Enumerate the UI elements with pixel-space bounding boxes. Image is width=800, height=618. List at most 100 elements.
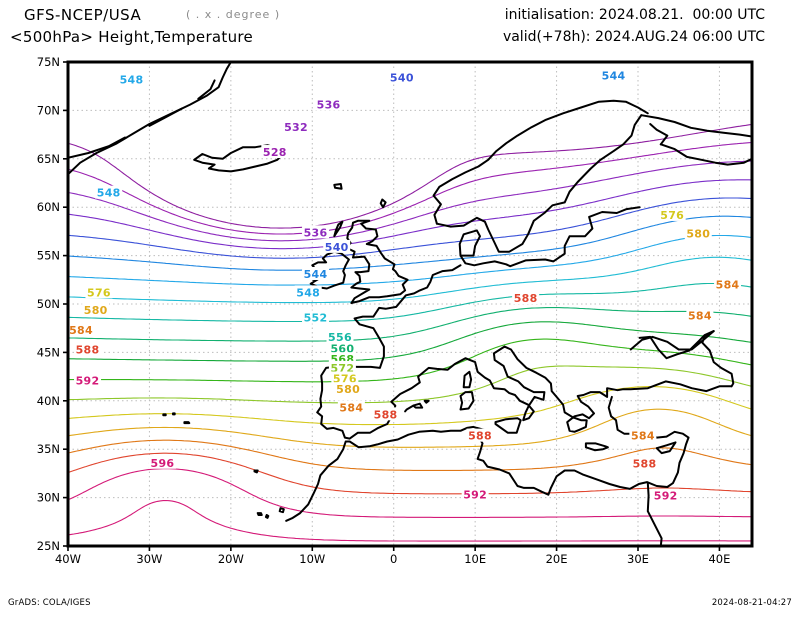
contour-label: 536 <box>304 226 328 239</box>
contour-label-halo <box>74 373 102 387</box>
coastline-segment <box>264 514 270 519</box>
contour-label-halo <box>302 266 330 280</box>
initialisation-time: initialisation: 2024.08.21. 00:00 UTC <box>504 7 765 23</box>
contour-label-halo <box>261 145 289 159</box>
contour-label: 584 <box>69 324 93 337</box>
contour-line-552 <box>67 256 753 304</box>
contour-label: 528 <box>263 146 287 159</box>
contour-label-halo <box>148 455 176 469</box>
x-tick-label: 0 <box>390 552 397 566</box>
contour-label-halo <box>294 285 322 299</box>
contour-label-halo <box>95 185 123 199</box>
contour-line-584 <box>67 439 753 471</box>
coastline-segment <box>584 442 609 452</box>
coastline-segment <box>458 229 481 257</box>
contour-line-544 <box>67 215 752 271</box>
contour-label: 592 <box>463 489 487 502</box>
contour-label-halo <box>388 70 416 84</box>
coastline-segment <box>432 99 649 225</box>
contour-label-halo <box>74 342 102 356</box>
contour-line-540 <box>67 197 753 259</box>
valid-time: valid(+78h): 2024.AUG.24 06:00 UTC <box>502 29 765 45</box>
contour-label: 580 <box>686 227 710 240</box>
contour-label-halo <box>328 360 356 374</box>
coastline-segment <box>256 512 263 516</box>
contour-label: 596 <box>151 457 175 470</box>
coastline-segment <box>404 402 424 413</box>
y-tick-label: 75N <box>37 55 60 69</box>
x-tick-label: 30E <box>627 552 649 566</box>
contour-label: 548 <box>120 73 144 86</box>
contour-label: 584 <box>339 402 363 415</box>
coastline-segment <box>162 413 167 417</box>
contour-line-596 <box>67 499 752 542</box>
x-tick-label: 10E <box>464 552 486 566</box>
contour-label-halo <box>372 407 400 421</box>
footer-credit: GrADS: COLA/IGES <box>8 598 91 608</box>
coastline-segment <box>197 79 216 100</box>
coastline-segment <box>316 264 733 440</box>
contour-line-568 <box>68 338 753 383</box>
contour-line-524 <box>67 123 753 229</box>
resolution-label: ( . x . degree ) <box>186 8 281 21</box>
contour-label: 576 <box>87 286 111 299</box>
contour-label-halo <box>629 428 657 442</box>
x-tick-label: 40E <box>708 552 730 566</box>
coastline-segment <box>640 114 752 138</box>
contour-label: 584 <box>716 279 740 292</box>
contour-label-halo <box>302 310 330 324</box>
contour-label-halo <box>282 119 310 133</box>
contour-label-halo <box>686 308 714 322</box>
coastline-segment <box>148 107 183 127</box>
contour-label-halo <box>684 226 712 240</box>
coastline-segment <box>701 330 735 388</box>
contour-label: 588 <box>76 343 100 356</box>
coastline-segment <box>459 206 641 268</box>
coastline-segment <box>172 412 176 416</box>
coastline-segment <box>646 482 663 546</box>
coastline-segment <box>183 421 191 425</box>
x-tick-label: 20W <box>218 552 244 566</box>
coastlines <box>68 33 752 546</box>
contour-line-580 <box>67 408 753 448</box>
contour-label: 580 <box>84 304 108 317</box>
contour-label-halo <box>631 456 659 470</box>
contour-label: 552 <box>304 312 328 325</box>
contour-label-halo <box>82 302 110 316</box>
y-tick-label: 70N <box>37 103 60 117</box>
coastline-segment <box>333 183 343 190</box>
contour-label: 592 <box>76 374 100 387</box>
contour-label: 588 <box>633 458 657 471</box>
coastline-segment <box>655 441 677 455</box>
contour-label-halo <box>600 68 628 82</box>
y-tick-label: 30N <box>37 491 60 505</box>
coastline-segment <box>278 507 285 514</box>
footer-timestamp: 2024-08-21-04:27 <box>711 598 792 608</box>
coastline-segment <box>435 114 643 253</box>
model-title: GFS-NCEP/USA <box>24 6 142 24</box>
coastline-segment <box>68 136 126 159</box>
coastline-segment <box>516 33 532 38</box>
y-tick-label: 25N <box>37 539 60 553</box>
x-tick-label: 30W <box>136 552 162 566</box>
weather-map-plot: 548 540 536 532 528 544 548 536 540 544 548 552 556 5… <box>37 33 754 566</box>
contour-label: 544 <box>602 70 626 83</box>
contour-label: 588 <box>514 292 538 305</box>
contour-label: 592 <box>654 490 678 503</box>
contour-label-halo <box>714 277 742 291</box>
x-tick-label: 20E <box>546 552 568 566</box>
contour-label: 540 <box>390 71 414 84</box>
contour-label: 584 <box>631 430 655 443</box>
contour-label-halo <box>331 371 359 385</box>
contour-label: 548 <box>97 187 121 200</box>
coastline-segment <box>659 143 752 166</box>
y-tick-label: 45N <box>37 345 60 359</box>
contour-label-halo <box>323 239 351 253</box>
y-tick-label: 50N <box>37 297 60 311</box>
coastline-segment <box>494 417 522 434</box>
contour-label: 540 <box>325 241 349 254</box>
contour-label: 580 <box>336 383 360 396</box>
contour-label-halo <box>315 97 343 111</box>
contour-line-572 <box>67 365 753 404</box>
